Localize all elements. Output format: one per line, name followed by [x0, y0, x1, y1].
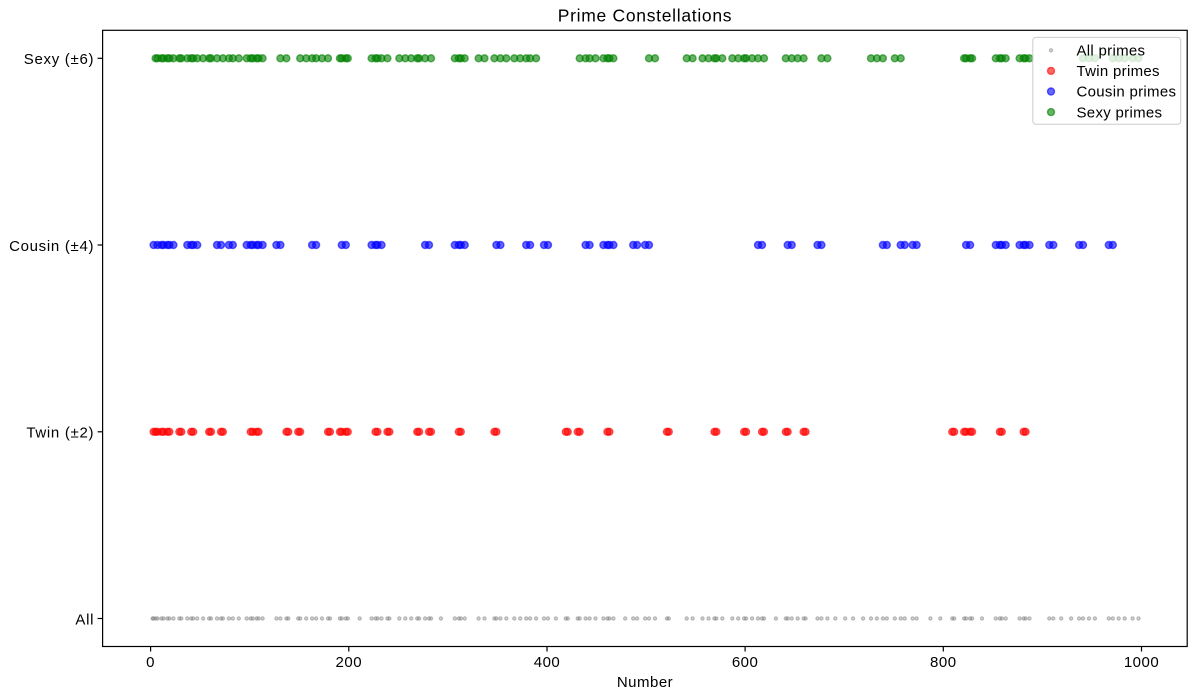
svg-text:Number: Number	[617, 674, 673, 691]
svg-text:Prime Constellations: Prime Constellations	[558, 6, 732, 26]
svg-text:Twin (±2): Twin (±2)	[26, 425, 94, 442]
svg-text:600: 600	[732, 654, 759, 671]
svg-text:Twin primes: Twin primes	[1077, 63, 1160, 80]
svg-text:0: 0	[146, 654, 155, 671]
svg-text:Sexy (±6): Sexy (±6)	[24, 51, 94, 68]
svg-text:400: 400	[534, 654, 561, 671]
svg-text:200: 200	[336, 654, 363, 671]
svg-text:All: All	[75, 611, 94, 628]
svg-text:1000: 1000	[1124, 654, 1159, 671]
svg-text:Sexy primes: Sexy primes	[1077, 104, 1163, 121]
svg-text:800: 800	[930, 654, 957, 671]
svg-text:All primes: All primes	[1077, 43, 1146, 60]
svg-text:Cousin primes: Cousin primes	[1077, 84, 1177, 101]
svg-text:Cousin (±4): Cousin (±4)	[9, 238, 94, 255]
